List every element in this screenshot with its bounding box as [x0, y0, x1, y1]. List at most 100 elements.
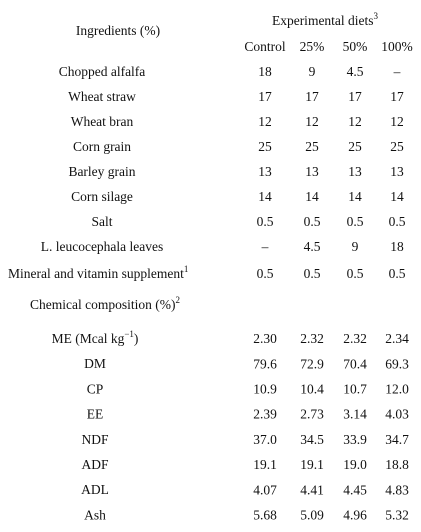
cell: 0.5 — [257, 214, 274, 229]
row-label: Wheat bran — [71, 114, 134, 129]
row-label: Corn grain — [73, 139, 131, 154]
cell: 25 — [258, 139, 272, 154]
row-label-text: Corn silage — [71, 189, 133, 204]
footnote-mark: 2 — [175, 295, 180, 305]
cell: 4.96 — [343, 507, 367, 522]
composition-title: Chemical composition (%) — [30, 297, 175, 312]
cell: 4.41 — [300, 482, 324, 497]
cell: 25 — [348, 139, 362, 154]
row-label: Corn silage — [71, 189, 133, 204]
cell: 13 — [258, 164, 272, 179]
cell: 17 — [305, 89, 319, 104]
composition-header: Chemical composition (%)2 — [30, 295, 180, 312]
superscript: −1 — [124, 329, 134, 339]
cell: 13 — [390, 164, 404, 179]
cell: 2.30 — [253, 331, 277, 346]
row-label: Mineral and vitamin supplement1 — [8, 264, 188, 281]
footnote-mark: 3 — [374, 11, 379, 21]
row-label: Chopped alfalfa — [59, 64, 146, 79]
cell: 0.5 — [347, 214, 364, 229]
row-label-text: ADF — [81, 457, 108, 472]
cell: 9 — [352, 239, 359, 254]
cell: 4.5 — [347, 64, 364, 79]
row-label: NDF — [81, 432, 108, 447]
cell: 33.9 — [343, 432, 367, 447]
cell: 5.32 — [385, 507, 409, 522]
row-label-text: Barley grain — [68, 164, 135, 179]
row-label-text: Salt — [91, 214, 112, 229]
cell: 19.1 — [253, 457, 277, 472]
cell: 4.45 — [343, 482, 367, 497]
row-label-text: Wheat straw — [68, 89, 136, 104]
cell: 14 — [390, 189, 404, 204]
row-label-text: Corn grain — [73, 139, 131, 154]
cell: 17 — [390, 89, 404, 104]
cell: 0.5 — [347, 266, 364, 281]
row-label-text: L. leucocephala leaves — [41, 239, 164, 254]
row-label: Wheat straw — [68, 89, 136, 104]
cell: 12 — [348, 114, 362, 129]
cell: 14 — [258, 189, 272, 204]
cell: 4.03 — [385, 407, 409, 422]
cell: 25 — [390, 139, 404, 154]
row-label-text: EE — [87, 407, 104, 422]
cell: 2.39 — [253, 407, 277, 422]
cell: 12 — [258, 114, 272, 129]
diets-header: Experimental diets3 — [272, 11, 379, 28]
row-label: L. leucocephala leaves — [41, 239, 164, 254]
cell: 14 — [305, 189, 319, 204]
column-header: 25% — [300, 39, 325, 54]
cell: 18 — [258, 64, 272, 79]
cell: 14 — [348, 189, 362, 204]
column-header: 100% — [381, 39, 413, 54]
row-label: Barley grain — [68, 164, 135, 179]
cell: 2.32 — [343, 331, 367, 346]
cell: 37.0 — [253, 432, 277, 447]
cell: 2.34 — [385, 331, 409, 346]
row-label-text: Chopped alfalfa — [59, 64, 146, 79]
cell: 10.4 — [300, 381, 324, 396]
cell: 2.73 — [300, 407, 324, 422]
cell: 18.8 — [385, 457, 409, 472]
cell: 4.07 — [253, 482, 277, 497]
cell: 0.5 — [389, 266, 406, 281]
cell: 18 — [390, 239, 404, 254]
cell: 12 — [305, 114, 319, 129]
cell: – — [261, 239, 269, 254]
cell: 69.3 — [385, 356, 409, 371]
row-label-end: ) — [134, 331, 139, 346]
row-label: Ash — [84, 507, 106, 522]
cell: 12 — [390, 114, 404, 129]
cell: 5.09 — [300, 507, 324, 522]
diets-label: Experimental diets — [272, 13, 374, 28]
cell: 0.5 — [304, 266, 321, 281]
row-label-text: Ash — [84, 507, 106, 522]
cell: 10.9 — [253, 381, 277, 396]
cell: 17 — [258, 89, 272, 104]
cell: 5.68 — [253, 507, 277, 522]
cell: 25 — [305, 139, 319, 154]
column-header: Control — [244, 39, 286, 54]
row-label-text: NDF — [81, 432, 108, 447]
row-label: ME (Mcal kg−1) — [52, 329, 139, 346]
cell: 4.83 — [385, 482, 409, 497]
cell: 12.0 — [385, 381, 409, 396]
cell: 0.5 — [304, 214, 321, 229]
row-label: DM — [84, 356, 106, 371]
cell: 34.5 — [300, 432, 324, 447]
row-label: ADF — [81, 457, 108, 472]
row-label-text: Mineral and vitamin supplement — [8, 266, 184, 281]
cell: 79.6 — [253, 356, 277, 371]
cell: 9 — [309, 64, 316, 79]
cell: 3.14 — [343, 407, 367, 422]
cell: 17 — [348, 89, 362, 104]
cell: 34.7 — [385, 432, 409, 447]
cell: 19.1 — [300, 457, 324, 472]
cell: 2.32 — [300, 331, 324, 346]
cell: 19.0 — [343, 457, 367, 472]
cell: 13 — [348, 164, 362, 179]
column-header: 50% — [343, 39, 368, 54]
cell: 13 — [305, 164, 319, 179]
cell: – — [393, 64, 401, 79]
